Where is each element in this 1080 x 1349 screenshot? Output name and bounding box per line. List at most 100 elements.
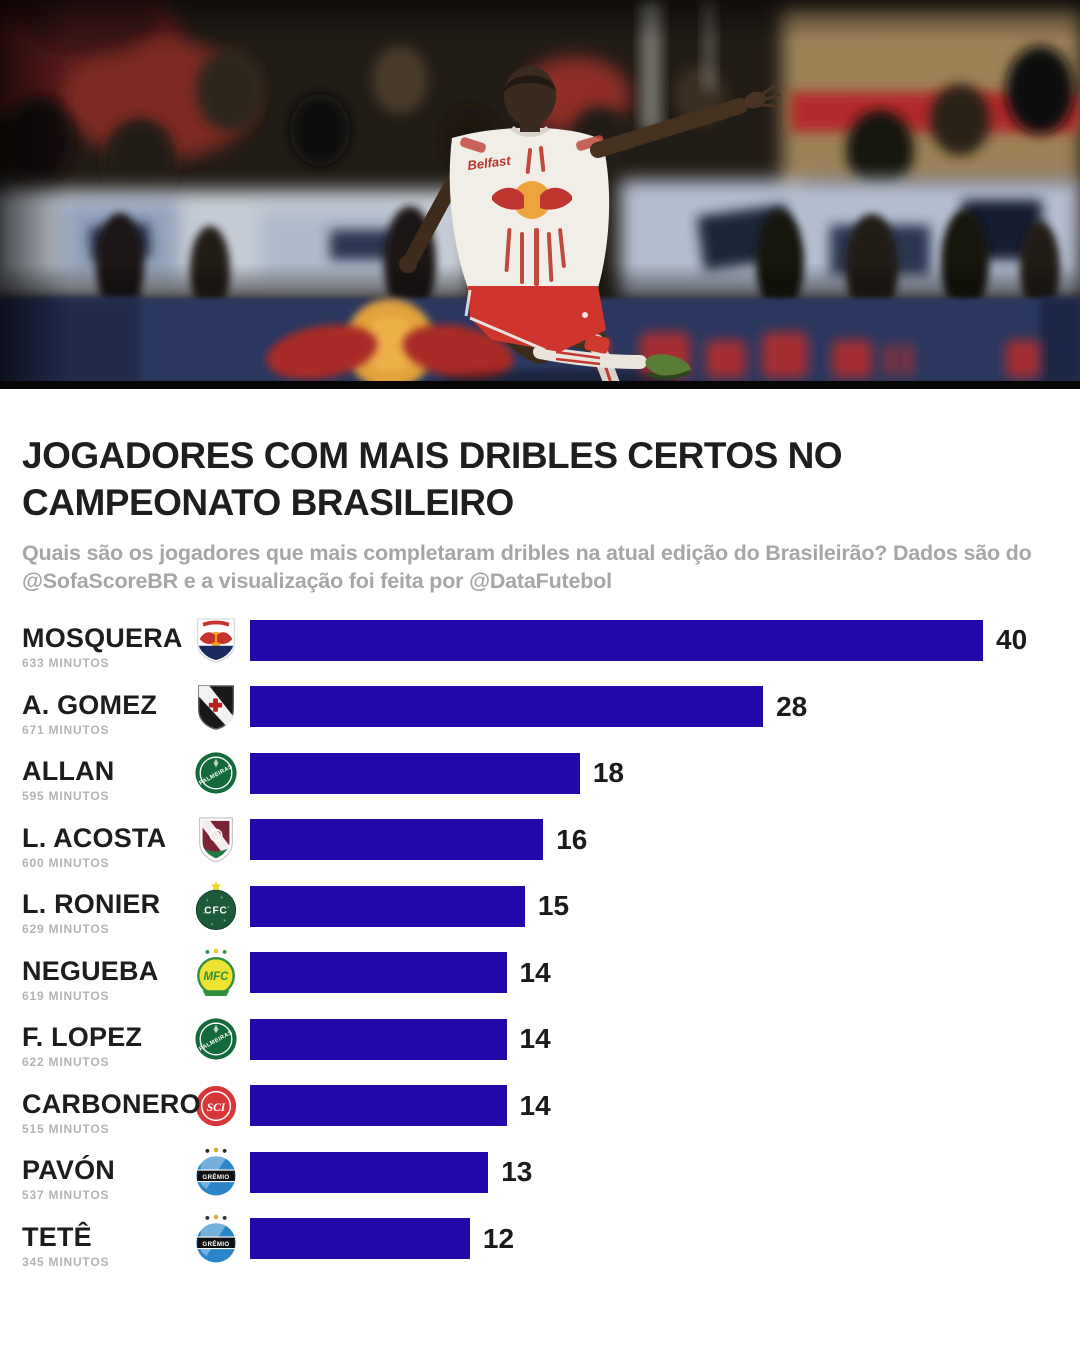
jersey-red-streaks [460, 135, 604, 286]
chart-row: PAVÓN 537 MINUTOS GRÊMIO 13 [22, 1147, 1058, 1201]
row-labels: NEGUEBA 619 MINUTOS [22, 955, 182, 1003]
player-minutes: 345 MINUTOS [22, 1254, 110, 1269]
chart-row: MOSQUERA 633 MINUTOS 40 [22, 618, 1058, 669]
bar [250, 752, 580, 794]
row-labels: L. ACOSTA 600 MINUTOS [22, 822, 182, 870]
bar [250, 619, 983, 661]
bar-value: 28 [776, 690, 808, 722]
player-striped-sock [533, 345, 647, 369]
svg-text:CFC: CFC [204, 906, 228, 917]
chart-row: NEGUEBA 619 MINUTOS MFC 14 [22, 948, 1058, 1002]
player-name: ALLAN [22, 756, 115, 787]
bar-value: 16 [556, 823, 588, 855]
player-minutes: 629 MINUTOS [22, 922, 110, 937]
bar-value: 13 [501, 1156, 533, 1188]
stadium-scene: Belfast [0, 0, 1080, 389]
dribbles-bar-chart: MOSQUERA 633 MINUTOS 40 A. GOMEZ 671 MIN… [22, 618, 1058, 1268]
chart-row: A. GOMEZ 671 MINUTOS 28 [22, 684, 1058, 736]
bar-area: 16 [250, 819, 1058, 861]
player-shorts [464, 286, 606, 352]
chart-row: L. RONIER 629 MINUTOS CFC 15 [22, 881, 1058, 935]
team-crest-palmeiras: PALMEIRAS [182, 748, 250, 798]
bar-value: 12 [482, 1222, 515, 1254]
chart-row: ALLAN 595 MINUTOS PALMEIRAS 18 [22, 752, 1058, 802]
board-lettering-blur [640, 332, 1040, 378]
chart-row: L. ACOSTA 600 MINUTOS 16 [22, 817, 1058, 869]
player-name: TETÊ [22, 1221, 92, 1252]
chart-row: F. LOPEZ 622 MINUTOS PALMEIRAS 14 [22, 1018, 1058, 1068]
bar-area: 14 [250, 952, 1058, 994]
bar [250, 686, 764, 728]
bar [250, 819, 544, 861]
bar-area: 13 [250, 1151, 1058, 1193]
jersey-sponsor-text: Belfast [467, 153, 513, 173]
player-name: NEGUEBA [22, 955, 159, 986]
bar-value: 14 [519, 1023, 551, 1055]
svg-text:GRÊMIO: GRÊMIO [202, 1173, 229, 1181]
blurred-stadium-background [0, 0, 1080, 389]
bar [250, 1018, 507, 1060]
bar-area: 14 [250, 1018, 1058, 1060]
row-labels: F. LOPEZ 622 MINUTOS [22, 1022, 182, 1070]
header-photo: Belfast [0, 0, 1080, 389]
team-crest-bragantino [182, 615, 250, 665]
bar [250, 885, 525, 927]
bar-value: 14 [519, 1089, 551, 1121]
player-name: PAVÓN [22, 1155, 116, 1186]
player-extended-arm [590, 98, 748, 158]
chart-row: TETÊ 345 MINUTOS GRÊMIO 12 [22, 1214, 1058, 1268]
player-minutes: 671 MINUTOS [22, 722, 110, 737]
blurred-crowd [6, 46, 1074, 202]
page-title: JOGADORES COM MAIS DRIBLES CERTOS NO CAM… [22, 435, 843, 523]
player-name: F. LOPEZ [22, 1022, 143, 1053]
player-figure: Belfast [399, 66, 781, 389]
bar-area: 18 [250, 752, 1058, 794]
player-minutes: 600 MINUTOS [22, 855, 110, 870]
bar [250, 1151, 489, 1193]
bar-area: 40 [250, 619, 1058, 661]
row-labels: TETÊ 345 MINUTOS [22, 1221, 182, 1269]
player-minutes: 622 MINUTOS [22, 1055, 110, 1070]
page-subtitle: Quais são os jogadores que mais completa… [22, 540, 1032, 594]
infographic-content: JOGADORES COM MAIS DRIBLES CERTOS NO CAM… [0, 389, 1080, 1268]
row-labels: ALLAN 595 MINUTOS [22, 756, 182, 804]
player-head [504, 66, 556, 132]
player-minutes: 537 MINUTOS [22, 1188, 110, 1203]
team-crest-internacional: SCI [182, 1081, 250, 1131]
bar-area: 15 [250, 885, 1058, 927]
row-labels: MOSQUERA 633 MINUTOS [22, 623, 183, 671]
svg-text:GRÊMIO: GRÊMIO [202, 1240, 229, 1248]
bar-value: 15 [537, 890, 570, 922]
player-minutes: 595 MINUTOS [22, 789, 110, 804]
bar-area: 12 [250, 1218, 1058, 1260]
player-name: CARBONERO [22, 1088, 201, 1119]
bar [250, 952, 507, 994]
team-crest-coritiba: CFC [182, 881, 250, 931]
svg-text:SCI: SCI [207, 1102, 226, 1114]
svg-text:MFC: MFC [204, 971, 230, 983]
player-name: MOSQUERA [22, 623, 183, 654]
photo-bottom-strip [0, 381, 1080, 389]
redbull-logo-blur [266, 299, 610, 389]
bar-area: 28 [250, 686, 1058, 728]
team-crest-fluminense [182, 815, 250, 865]
player-minutes: 515 MINUTOS [22, 1121, 110, 1136]
player-boot [645, 354, 691, 378]
team-crest-gremio: GRÊMIO [182, 1214, 250, 1264]
chart-row: CARBONERO 515 MINUTOS SCI 14 [22, 1085, 1058, 1135]
row-labels: PAVÓN 537 MINUTOS [22, 1155, 182, 1203]
player-minutes: 619 MINUTOS [22, 988, 110, 1003]
team-crest-vasco [182, 682, 250, 732]
row-labels: L. RONIER 629 MINUTOS [22, 891, 182, 937]
team-crest-mirassol: MFC [182, 948, 250, 998]
player-name: L. ACOSTA [22, 822, 167, 853]
team-crest-gremio: GRÊMIO [182, 1147, 250, 1197]
player-minutes: 633 MINUTOS [22, 656, 110, 671]
team-crest-palmeiras: PALMEIRAS [182, 1014, 250, 1064]
bar [250, 1085, 507, 1127]
bar-area: 14 [250, 1085, 1058, 1127]
player-name: A. GOMEZ [22, 689, 158, 720]
jersey-crest [492, 181, 572, 219]
row-labels: CARBONERO 515 MINUTOS [22, 1088, 201, 1136]
bar-value: 40 [996, 624, 1028, 656]
